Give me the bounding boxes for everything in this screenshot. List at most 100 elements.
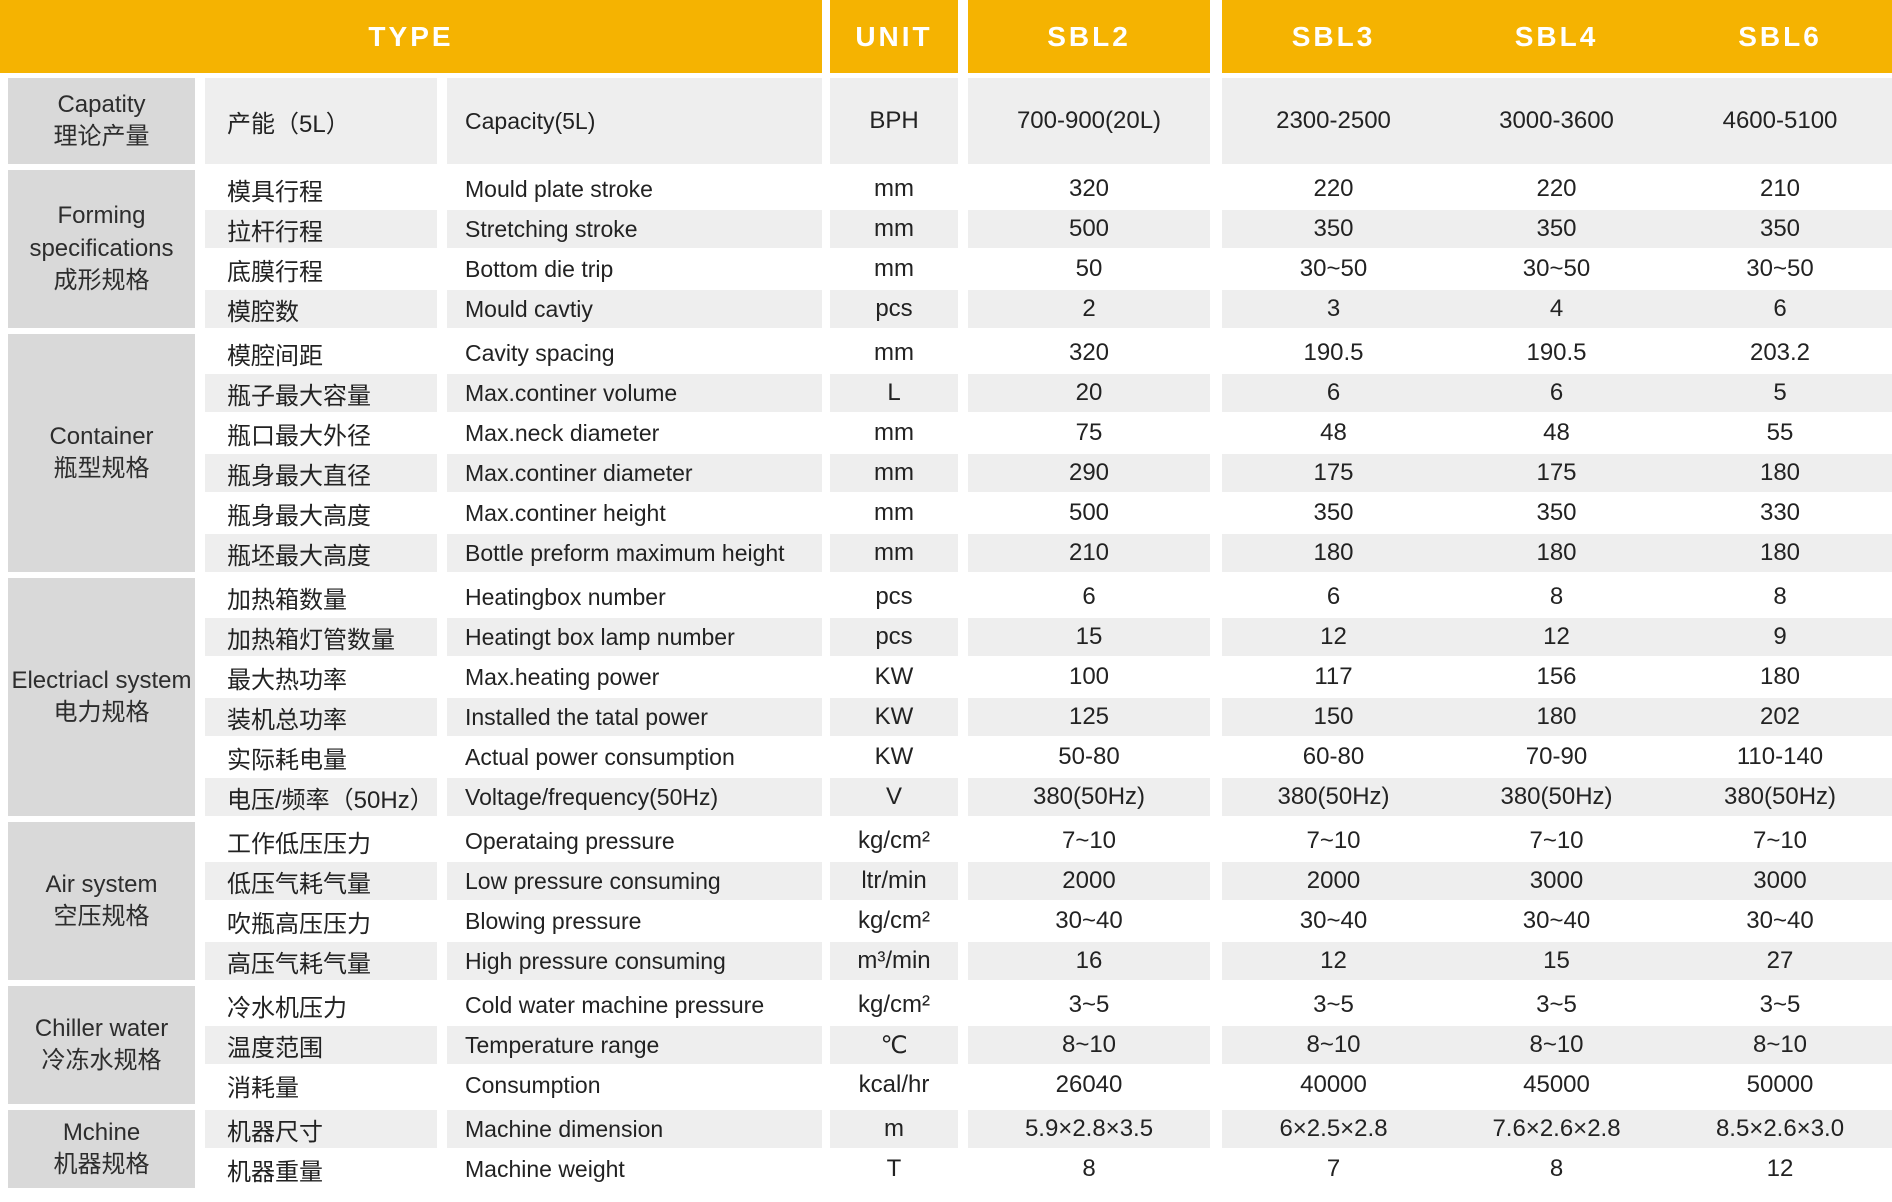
label-en: Cold water machine pressure (447, 986, 822, 1024)
unit-cell: mm (830, 170, 958, 208)
label-en: High pressure consuming (447, 942, 822, 980)
spec-section: Chiller water 冷冻水规格 冷水机压力 Cold water mac… (0, 986, 1892, 1104)
unit-cell: KW (830, 658, 958, 696)
table-row: 瓶身最大高度 Max.continer height mm 500 350 35… (195, 494, 1892, 532)
header-model-sbl4: SBL4 (1514, 20, 1599, 52)
header-models-group: SBL3 SBL4 SBL6 (1222, 0, 1892, 73)
value-cell-sbl2: 125 (968, 698, 1210, 736)
value-cell-sbl4: 48 (1445, 414, 1668, 452)
unit-cell: pcs (830, 618, 958, 656)
table-row: 加热箱数量 Heatingbox number pcs 6 6 8 8 (195, 578, 1892, 616)
value-cell-sbl4: 350 (1445, 210, 1668, 248)
value-cell-sbl4: 12 (1445, 618, 1668, 656)
value-cell-sbl3: 6×2.5×2.8 (1222, 1110, 1445, 1148)
value-cell-sbl6: 8~10 (1668, 1026, 1892, 1064)
value-cell-sbl3: 7~10 (1222, 822, 1445, 860)
table-row: 瓶子最大容量 Max.continer volume L 20 6 6 5 (195, 374, 1892, 412)
label-en: Max.heating power (447, 658, 822, 696)
unit-cell: mm (830, 250, 958, 288)
group-cell: Air system 空压规格 (8, 822, 195, 980)
spec-section: Forming specifications 成形规格 模具行程 Mould p… (0, 170, 1892, 328)
label-en: Consumption (447, 1066, 822, 1104)
value-cell-sbl6: 50000 (1668, 1066, 1892, 1104)
unit-cell: BPH (830, 78, 958, 164)
value-cell-sbl6: 203.2 (1668, 334, 1892, 372)
group-label-en: Forming specifications (29, 202, 174, 262)
label-en: Max.neck diameter (447, 414, 822, 452)
value-cell-sbl3: 350 (1222, 210, 1445, 248)
spec-section: Capatity 理论产量 产能（5L） Capacity(5L) BPH 70… (0, 78, 1892, 164)
label-cn: 模腔数 (205, 290, 437, 328)
header-type: TYPE (0, 0, 822, 73)
group-cell: Forming specifications 成形规格 (8, 170, 195, 328)
value-cell-sbl3: 190.5 (1222, 334, 1445, 372)
label-cn: 底膜行程 (205, 250, 437, 288)
value-cell-sbl6: 55 (1668, 414, 1892, 452)
unit-cell: KW (830, 738, 958, 776)
value-cell-sbl6: 3~5 (1668, 986, 1892, 1024)
value-cell-sbl4: 30~50 (1445, 250, 1668, 288)
spec-section: Container 瓶型规格 模腔间距 Cavity spacing mm 32… (0, 334, 1892, 572)
value-cell-sbl3: 6 (1222, 578, 1445, 616)
value-cell-sbl6: 350 (1668, 210, 1892, 248)
group-label-cn: 理论产量 (53, 123, 150, 150)
value-cell-sbl4: 8~10 (1445, 1026, 1668, 1064)
table-row: 最大热功率 Max.heating power KW 100 117 156 1… (195, 658, 1892, 696)
value-cell-sbl3: 380(50Hz) (1222, 778, 1445, 816)
table-row: 消耗量 Consumption kcal/hr 26040 40000 4500… (195, 1066, 1892, 1104)
value-cell-sbl2: 2000 (968, 862, 1210, 900)
table-row: 工作低压压力 Operataing pressure kg/cm² 7~10 7… (195, 822, 1892, 860)
table-row: 模腔间距 Cavity spacing mm 320 190.5 190.5 2… (195, 334, 1892, 372)
column-separator (822, 0, 830, 73)
table-row: 瓶坯最大高度 Bottle preform maximum height mm … (195, 534, 1892, 572)
label-cn: 低压气耗气量 (205, 862, 437, 900)
value-cell-sbl6: 210 (1668, 170, 1892, 208)
unit-cell: mm (830, 414, 958, 452)
unit-cell: ℃ (830, 1026, 958, 1064)
label-en: Mould cavtiy (447, 290, 822, 328)
unit-cell: ltr/min (830, 862, 958, 900)
label-en: Blowing pressure (447, 902, 822, 940)
label-cn: 瓶子最大容量 (205, 374, 437, 412)
value-cell-sbl3: 2000 (1222, 862, 1445, 900)
value-cell-sbl4: 3~5 (1445, 986, 1668, 1024)
value-cell-sbl4: 7.6×2.6×2.8 (1445, 1110, 1668, 1148)
value-cell-sbl6: 30~40 (1668, 902, 1892, 940)
label-cn: 产能（5L） (205, 78, 437, 164)
value-cell-sbl2: 8~10 (968, 1026, 1210, 1064)
value-cell-sbl3: 180 (1222, 534, 1445, 572)
label-cn: 模腔间距 (205, 334, 437, 372)
group-label-en: Chiller water (34, 1014, 169, 1042)
label-cn: 消耗量 (205, 1066, 437, 1104)
label-cn: 吹瓶高压压力 (205, 902, 437, 940)
value-cell-sbl3: 8~10 (1222, 1026, 1445, 1064)
label-cn: 机器尺寸 (205, 1110, 437, 1148)
section-rows: 冷水机压力 Cold water machine pressure kg/cm²… (195, 986, 1892, 1104)
table-row: 电压/频率（50Hz） Voltage/frequency(50Hz) V 38… (195, 778, 1892, 816)
label-cn: 电压/频率（50Hz） (205, 778, 437, 816)
label-cn: 瓶身最大高度 (205, 494, 437, 532)
group-label-en: Mchine (62, 1118, 141, 1146)
value-cell-sbl3: 12 (1222, 942, 1445, 980)
label-en: Bottom die trip (447, 250, 822, 288)
label-cn: 高压气耗气量 (205, 942, 437, 980)
value-cell-sbl2: 100 (968, 658, 1210, 696)
value-cell-sbl2: 75 (968, 414, 1210, 452)
table-row: 模具行程 Mould plate stroke mm 320 220 220 2… (195, 170, 1892, 208)
section-rows: 加热箱数量 Heatingbox number pcs 6 6 8 8 加热箱灯… (195, 578, 1892, 816)
value-cell-sbl2: 380(50Hz) (968, 778, 1210, 816)
unit-cell: mm (830, 210, 958, 248)
table-row: 拉杆行程 Stretching stroke mm 500 350 350 35… (195, 210, 1892, 248)
group-label-cn: 成形规格 (53, 267, 150, 295)
label-cn: 最大热功率 (205, 658, 437, 696)
label-cn: 模具行程 (205, 170, 437, 208)
value-cell-sbl3: 117 (1222, 658, 1445, 696)
value-cell-sbl3: 350 (1222, 494, 1445, 532)
value-cell-sbl6: 4600-5100 (1668, 78, 1892, 164)
table-row: 实际耗电量 Actual power consumption KW 50-80 … (195, 738, 1892, 776)
label-en: Temperature range (447, 1026, 822, 1064)
value-cell-sbl3: 12 (1222, 618, 1445, 656)
label-en: Max.continer height (447, 494, 822, 532)
label-cn: 温度范围 (205, 1026, 437, 1064)
